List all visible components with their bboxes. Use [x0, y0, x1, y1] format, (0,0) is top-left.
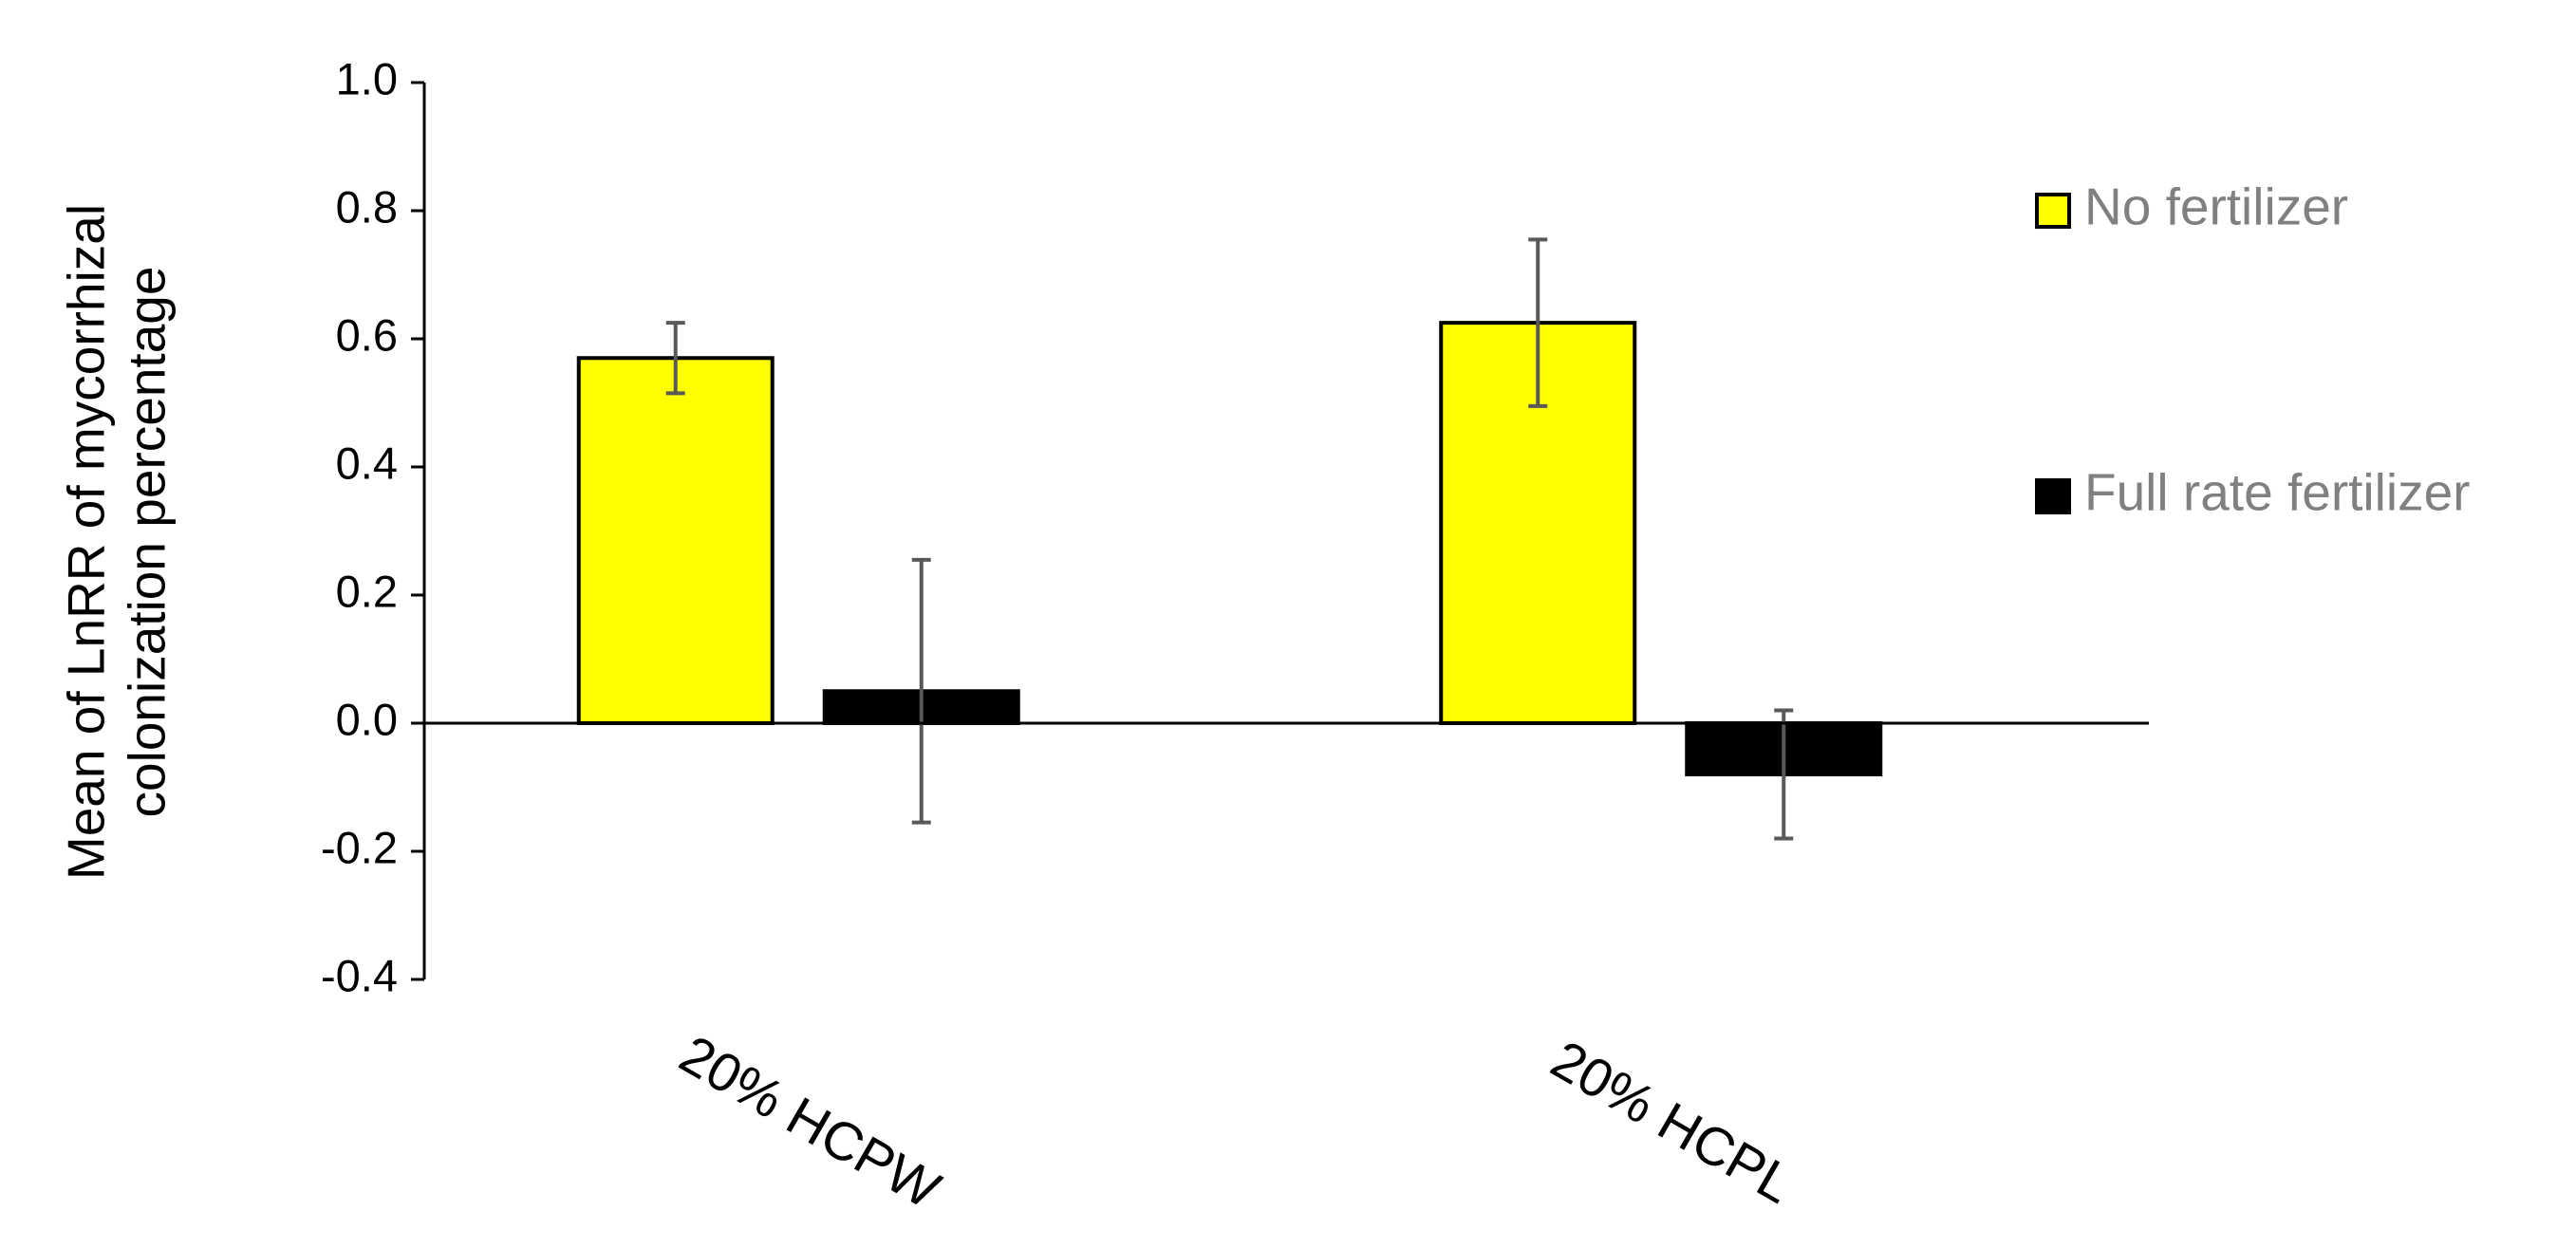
y-tick-label: 1.0: [336, 53, 398, 103]
y-axis-title-line: Mean of LnRR of mycorrhizal: [57, 204, 116, 880]
y-tick-label: 0.0: [336, 694, 398, 744]
y-tick-label: 0.6: [336, 309, 398, 360]
legend-label: No fertilizer: [2084, 177, 2348, 236]
y-tick-label: 0.8: [336, 181, 398, 232]
legend-label: Full rate fertilizer: [2084, 463, 2470, 522]
x-tick-label: 20% HCPL: [1541, 1029, 1803, 1215]
bar: [576, 356, 775, 725]
y-tick-label: 0.4: [336, 438, 398, 488]
y-axis-title-line: colonization percentage: [118, 267, 177, 818]
y-tick-label: -0.2: [321, 822, 398, 872]
error-bar: [1528, 237, 1548, 408]
y-tick-label: -0.4: [321, 950, 398, 1000]
error-bar: [911, 557, 931, 825]
y-tick-label: 0.2: [336, 566, 398, 616]
error-bar: [665, 321, 685, 396]
error-bar: [1774, 708, 1794, 841]
legend-swatch: [2035, 193, 2071, 229]
legend-swatch: [2035, 478, 2071, 514]
x-tick-label: 20% HCPW: [670, 1024, 951, 1221]
y-axis-title: Mean of LnRR of mycorrhizal colonization…: [57, 204, 177, 880]
